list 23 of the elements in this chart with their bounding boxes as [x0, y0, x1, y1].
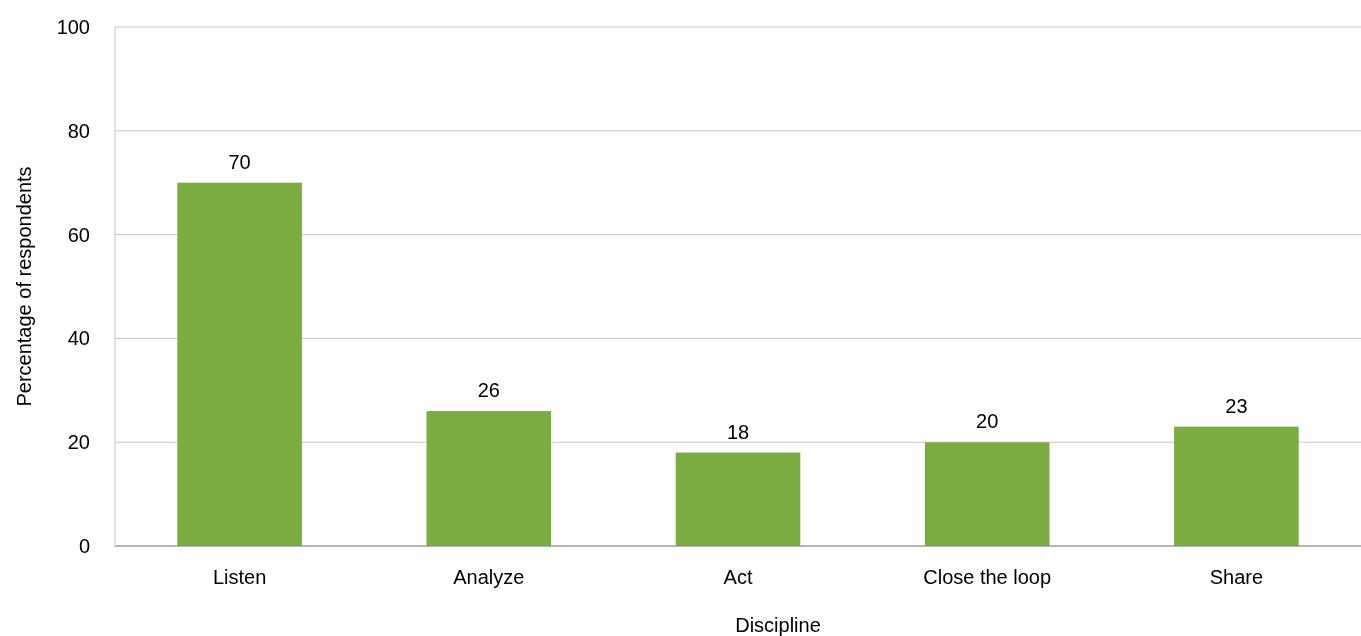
x-tick-label: Close the loop [923, 566, 1052, 588]
y-tick-label: 40 [67, 327, 90, 350]
data-label: 20 [976, 410, 999, 433]
data-label: 26 [477, 379, 500, 402]
bar [177, 182, 302, 546]
y-tick-label: 80 [67, 119, 90, 142]
bar [675, 452, 801, 546]
data-label: 23 [1225, 394, 1248, 417]
bar [924, 442, 1050, 546]
y-tick-label: 20 [67, 431, 90, 454]
x-axis-title: Discipline [735, 614, 821, 636]
bar [1174, 426, 1299, 546]
y-tick-label: 100 [56, 16, 90, 38]
bar [426, 411, 552, 546]
y-tick-label: 60 [67, 223, 90, 246]
x-tick-label: Listen [212, 566, 267, 588]
y-axis-title: Percentage of respondents [13, 166, 35, 407]
data-label: 18 [726, 420, 750, 443]
x-tick-label: Share [1209, 566, 1264, 588]
x-tick-label: Act [723, 566, 753, 588]
y-tick-label: 0 [78, 535, 90, 557]
data-label: 70 [228, 150, 251, 173]
x-tick-label: Analyze [453, 566, 525, 588]
